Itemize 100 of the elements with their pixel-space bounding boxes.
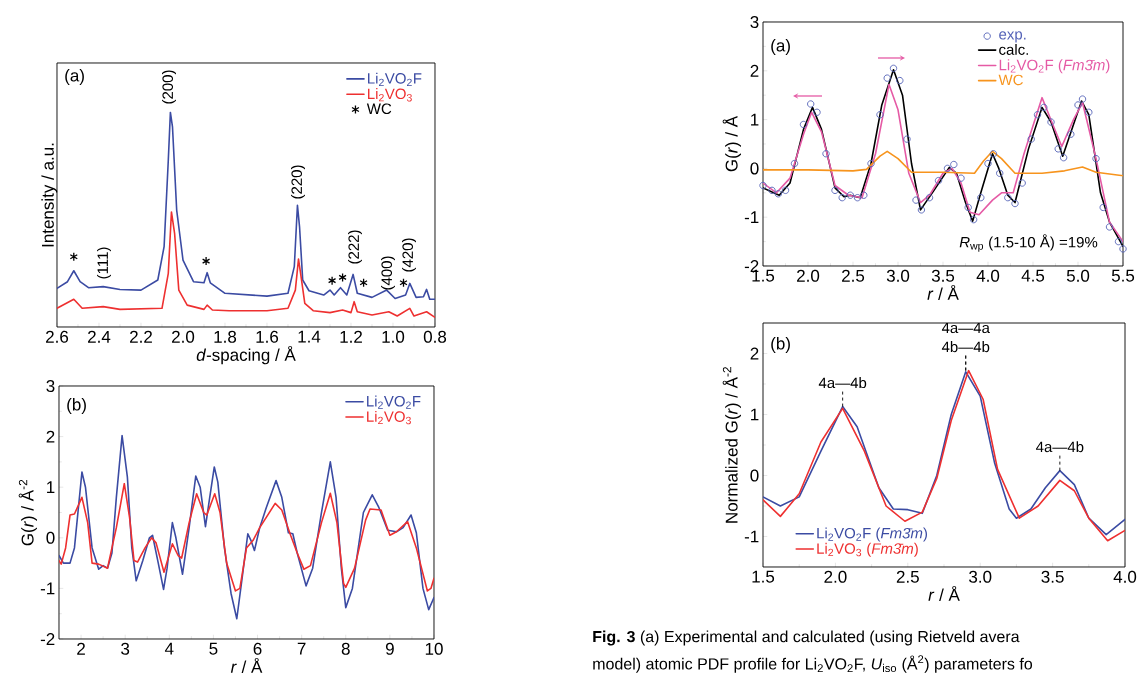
legend-label: Li$_{2}$VO$_{3}$ [368,88,412,102]
y-tick-label: 1 [47,481,55,494]
point [950,160,958,169]
y-tick-label: 0 [750,469,759,482]
x-tick-label: 2.2 [130,330,152,343]
point [1114,237,1123,246]
line-series [59,482,434,592]
x-tick-label: 1.0 [382,330,405,343]
point [912,196,920,204]
x-tick-label: 0.8 [423,330,447,343]
point [889,64,898,73]
x-tick-label: 3 [121,642,130,655]
point [838,194,846,202]
legend-label: WC [366,103,392,115]
y-tick-label: 2 [46,430,55,443]
annotation: 4a—4b [818,377,867,389]
x-tick-label: 8 [341,642,350,655]
legend-label: Li$_{2}$VO$_{3}$ (Fm3̄m) [817,542,918,557]
x-axis-title: r / Å [230,657,263,673]
point [1105,223,1114,231]
point [1092,154,1100,163]
annotation: (220) [291,165,305,199]
annotation: (222) [348,230,362,264]
point [1033,111,1042,119]
y-tick-label: 1 [751,113,759,126]
x-tick-label: 3.0 [886,269,910,282]
point [1067,130,1075,138]
text: model) atomic PDF profile for Li$_{2}$VO$_{2}$F, U$_{iso}$ (Å$^{2}$) parameters fo [593,655,1033,673]
point [1011,199,1019,208]
point [768,186,776,195]
point [774,190,782,198]
line-series [763,150,1124,177]
x-tick-label: 7 [297,642,306,655]
point [69,252,78,262]
x-tick-label: 2.4 [88,330,111,343]
point [903,135,911,143]
y-tick-label: -2 [40,633,55,645]
line-series [59,434,434,620]
point [1054,145,1062,153]
text: (a) [65,69,84,85]
point [1040,103,1048,112]
y-axis-title: Intensity / a.u. [41,143,58,247]
y-tick-label: 0 [46,531,55,544]
y-axis-title: G(r) / Å$^{-2}$ [18,479,37,546]
point [759,181,767,190]
x-tick-label: 10 [425,642,443,655]
point [925,194,934,202]
y-tick-label: 1 [751,408,759,421]
point [790,159,799,168]
x-tick-label: 2.0 [172,330,195,343]
legend-label: exp. [999,31,1026,43]
point [896,76,904,85]
point [338,272,347,283]
point [1074,101,1082,109]
x-tick-label: 5.0 [1066,269,1090,282]
point [1059,154,1068,162]
x-tick-label: 2.0 [797,269,820,282]
point [1085,108,1093,116]
point [1018,179,1026,187]
point [969,215,978,224]
point [943,164,952,173]
legend-label: Li$_{2}$VO$_{2}$F (Fm3̄m) [817,527,927,542]
x-tick-label: 4 [164,642,174,655]
x-tick-label: 4.0 [1113,570,1137,583]
x-tick-label: 1.6 [256,330,279,343]
text: (200) [162,70,176,104]
annotation: (a) [771,39,790,55]
point [799,120,808,129]
legend-label: Li$_{2}$VO$_{2}$F [368,72,422,86]
legend-label: WC [998,74,1023,86]
y-axis-title: G(r) / Å [722,115,741,172]
point [813,108,821,116]
point [201,256,211,266]
point [996,169,1004,177]
annotation: (420) [402,238,416,272]
y-axis-title: Normalized G(r) / Å$^{-2}$ [722,367,741,523]
legend-label: Li$_{2}$VO$_{2}$F (Fm3̄m) [999,59,1110,74]
x-tick-label: 3.5 [931,269,955,282]
point [781,186,790,195]
point [934,176,943,185]
x-tick-label: 5 [209,642,218,655]
point [399,278,408,288]
x-tick-label: 2 [77,642,85,655]
y-tick-label: 2 [750,347,759,360]
annotation: 4a—4b [1036,441,1084,453]
point [846,191,854,199]
y-tick-label: 2 [750,64,759,77]
x-tick-label: 3.5 [1041,570,1064,583]
legend-label: Li$_{2}$VO$_{3}$ [367,410,411,425]
point [989,150,998,158]
x-axis-title: d-spacing / Å [196,345,296,365]
annotation: 4a—4a [941,322,990,334]
annotation: (b) [771,337,790,353]
point [1099,203,1107,212]
x-tick-label: 5.5 [1111,269,1135,282]
point [876,111,884,119]
point [867,159,875,168]
y-tick-label: 3 [750,15,759,29]
point [831,186,839,195]
x-tick-label: 1.5 [752,570,775,583]
